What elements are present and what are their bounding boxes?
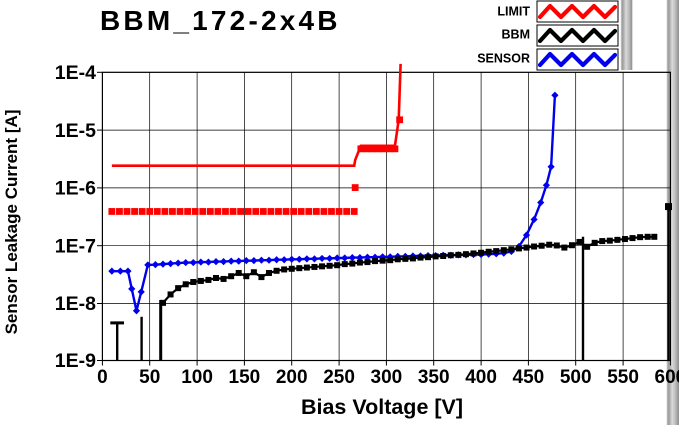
- svg-text:150: 150: [229, 367, 261, 388]
- svg-text:450: 450: [513, 367, 545, 388]
- svg-text:300: 300: [371, 367, 403, 388]
- svg-text:SENSOR: SENSOR: [477, 52, 530, 66]
- svg-text:200: 200: [276, 367, 308, 388]
- svg-text:550: 550: [607, 367, 639, 388]
- svg-text:LIMIT: LIMIT: [497, 5, 530, 19]
- svg-text:1E-6: 1E-6: [55, 178, 96, 200]
- svg-text:BBM: BBM: [502, 28, 530, 42]
- svg-text:1E-4: 1E-4: [55, 62, 96, 84]
- svg-text:Sensor Leakage Current [A]: Sensor Leakage Current [A]: [2, 110, 21, 335]
- svg-text:1E-5: 1E-5: [55, 120, 96, 142]
- svg-text:Bias Voltage [V]: Bias Voltage [V]: [301, 395, 463, 419]
- svg-text:100: 100: [181, 367, 213, 388]
- svg-text:500: 500: [560, 367, 592, 388]
- svg-text:250: 250: [323, 367, 355, 388]
- svg-text:0: 0: [97, 367, 108, 388]
- svg-text:1E-7: 1E-7: [55, 235, 96, 257]
- svg-text:600: 600: [655, 367, 679, 388]
- svg-text:1E-9: 1E-9: [55, 350, 96, 372]
- svg-text:350: 350: [418, 367, 450, 388]
- svg-text:400: 400: [465, 367, 497, 388]
- svg-text:50: 50: [139, 367, 160, 388]
- svg-text:1E-8: 1E-8: [55, 293, 96, 315]
